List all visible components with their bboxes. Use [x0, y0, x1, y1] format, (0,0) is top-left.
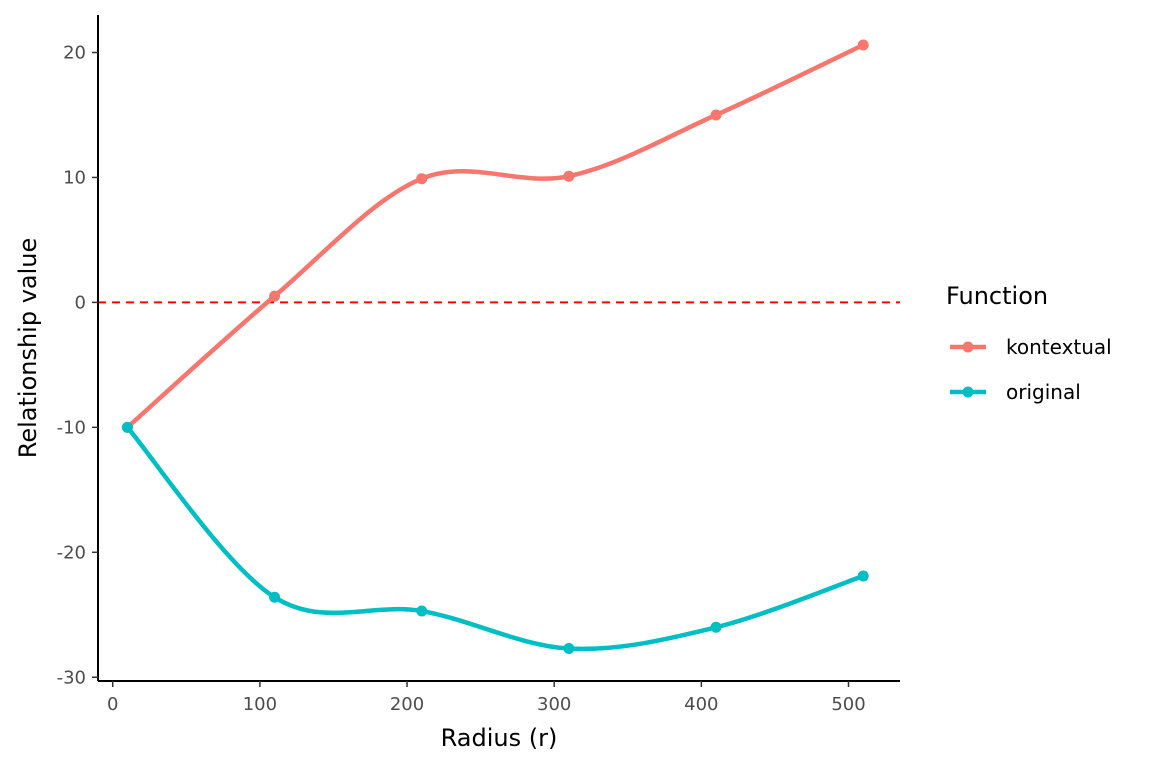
legend-title: Function [946, 282, 1048, 310]
legend-item-kontextual: kontextual [950, 335, 1112, 359]
legend-label: original [1006, 380, 1081, 404]
x-tick-label: 300 [537, 694, 571, 715]
x-tick-label: 100 [243, 694, 277, 715]
series-points-group [121, 39, 869, 655]
legend-key-point [962, 386, 974, 398]
x-axis-title: Radius (r) [441, 724, 558, 752]
y-tick-label: 20 [63, 42, 86, 63]
data-point-original [269, 591, 281, 603]
x-tick-label: 0 [107, 694, 118, 715]
legend: Function kontextual original [946, 282, 1112, 404]
y-axis-title: Relationship value [14, 238, 42, 459]
y-tick-label: -20 [57, 542, 86, 563]
data-point-kontextual [563, 170, 575, 182]
legend-label: kontextual [1006, 335, 1112, 359]
data-point-original [121, 421, 133, 433]
data-point-original [563, 643, 575, 655]
x-tick-label: 400 [684, 694, 718, 715]
y-tick-label: 0 [75, 292, 86, 313]
series-line-original [125, 425, 866, 652]
legend-item-original: original [950, 380, 1081, 404]
data-point-kontextual [416, 173, 428, 185]
series-line-kontextual [125, 42, 866, 430]
data-point-kontextual [857, 39, 869, 51]
legend-key-point [962, 341, 974, 353]
data-point-original [710, 621, 722, 633]
data-point-kontextual [269, 290, 281, 302]
series-lines-group [125, 42, 866, 652]
y-tick-label: -10 [57, 417, 86, 438]
y-tick-label: 10 [63, 167, 86, 188]
axes-group [97, 15, 900, 682]
data-point-original [857, 570, 869, 582]
x-tick-label: 500 [831, 694, 865, 715]
y-tick-label: -30 [57, 667, 86, 688]
legend-items: kontextual original [950, 335, 1112, 404]
data-point-original [416, 605, 428, 617]
x-tick-label: 200 [390, 694, 424, 715]
data-point-kontextual [710, 109, 722, 121]
